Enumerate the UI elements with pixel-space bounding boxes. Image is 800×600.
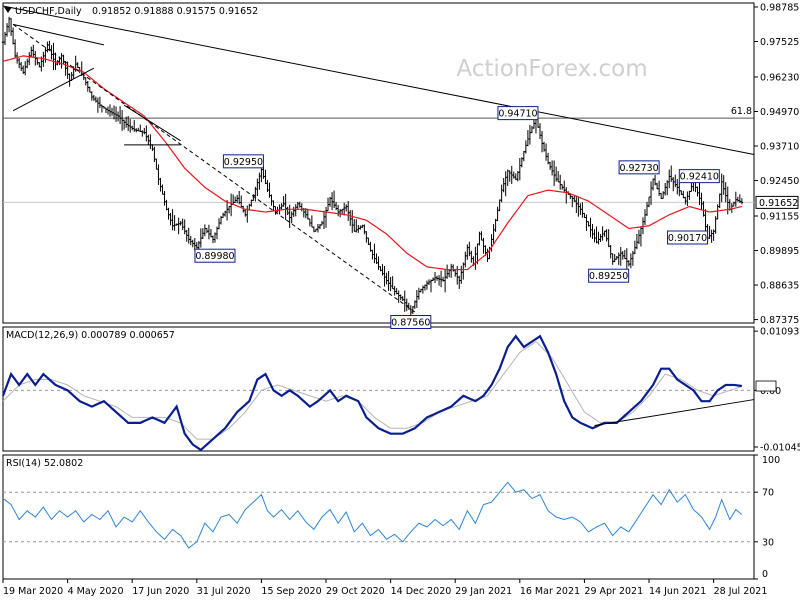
price-y-tick-label: 0.97525	[760, 37, 799, 48]
price-label-text: 0.89980	[195, 251, 234, 262]
header: USDCHF,Daily 0.91852 0.91888 0.91575 0.9…	[4, 6, 258, 17]
price-label: 0.92730	[618, 160, 660, 175]
current-price-tag: 0.91652	[755, 195, 799, 209]
x-axis: 19 Mar 2020 4 May 2020 17 Jun 2020 31 Jul 2…	[2, 579, 768, 597]
price-y-tick-label: 0.91155	[760, 212, 799, 223]
current-price-tag-text: 0.91652	[759, 198, 798, 209]
x-tick-label: 29 Jan 2021	[455, 586, 512, 597]
ohlc-values: 0.91852 0.91888 0.91575 0.91652	[92, 6, 258, 17]
fib-level-label: 61.8	[731, 106, 752, 117]
price-label: 0.89980	[194, 248, 236, 263]
price-label-box	[194, 248, 236, 263]
price-panel: 0.98785 0.97525 0.96230 0.94970 0.93710 0.924…	[1, 2, 799, 330]
price-y-tick-label: 0.87375	[760, 315, 799, 326]
x-tick-label: 14 Jun 2021	[649, 586, 706, 597]
price-y-tick-label: 0.98785	[760, 2, 799, 13]
trendline	[12, 23, 105, 46]
rsi-line	[2, 481, 743, 549]
rsi-panel-frame	[2, 454, 755, 580]
symbol-title: USDCHF,Daily	[15, 6, 82, 17]
moving-average-line	[2, 55, 743, 271]
price-label-box	[678, 169, 720, 184]
price-label: 0.87560	[390, 315, 432, 330]
x-tick-label: 16 Mar 2021	[520, 586, 580, 597]
trendline	[12, 67, 95, 112]
x-tick-label: 15 Sep 2020	[261, 586, 321, 597]
price-label-box	[588, 268, 630, 283]
x-tick-label: 19 Mar 2020	[3, 586, 63, 597]
trendline	[2, 5, 755, 155]
price-label-text: 0.90170	[668, 233, 707, 244]
macd-current-tag	[755, 380, 777, 392]
macd-title: MACD(12,26,9) 0.000789 0.000657	[6, 330, 175, 341]
panel-frames	[2, 2, 755, 580]
macd-panel: MACD(12,26,9) 0.000789 0.0006570.0109350…	[1, 327, 800, 453]
current-price-tag-box	[755, 195, 799, 209]
price-label-box	[667, 230, 709, 245]
price-label-text: 0.92950	[224, 157, 263, 168]
rsi-y-tick-label: 70	[762, 488, 774, 499]
x-tick-label: 4 May 2020	[68, 586, 124, 597]
rsi-title: RSI(14) 52.0802	[6, 458, 83, 469]
macd-y-tick-label: -0.010459	[760, 442, 800, 453]
price-y-tick-label: 0.89895	[760, 246, 799, 257]
price-label-text: 0.89250	[589, 271, 628, 282]
price-y-tick-label: 0.94970	[760, 107, 799, 118]
dropdown-arrow-icon[interactable]	[4, 7, 12, 13]
price-label-text: 0.92730	[619, 163, 658, 174]
price-y-tick-label: 0.92450	[760, 176, 799, 187]
rsi-y-tick-label: 0	[762, 569, 768, 580]
x-tick-label: 28 Jul 2021	[714, 586, 768, 597]
price-label: 0.92950	[222, 154, 264, 169]
price-label: 0.94710	[497, 106, 539, 121]
price-y-tick-label: 0.88635	[760, 281, 799, 292]
price-label-box	[222, 154, 264, 169]
macd-line	[1, 334, 743, 452]
x-tick-label: 14 Dec 2020	[391, 586, 452, 597]
macd-trendline	[594, 399, 755, 427]
price-label-text: 0.94710	[498, 109, 537, 120]
x-tick-label: 17 Jun 2020	[132, 586, 189, 597]
price-y-tick-label: 0.93710	[760, 142, 799, 153]
x-tick-label: 29 Apr 2021	[584, 586, 643, 597]
price-y-tick-label: 0.96230	[760, 72, 799, 83]
price-label-box	[390, 315, 432, 330]
trendline	[123, 104, 181, 142]
price-label-box	[497, 106, 539, 121]
price-label: 0.92410	[678, 169, 720, 184]
price-label-text: 0.92410	[680, 172, 719, 183]
x-tick-label: 29 Oct 2020	[326, 586, 385, 597]
trendline	[12, 23, 418, 314]
rsi-y-tick-label: 30	[762, 537, 774, 548]
price-label: 0.89250	[588, 268, 630, 283]
macd-panel-frame	[2, 326, 755, 452]
price-label: 0.90170	[667, 230, 709, 245]
price-panel-frame	[2, 2, 755, 324]
price-label-box	[618, 160, 660, 175]
rsi-panel: RSI(14) 52.0802 100 70 30 0	[2, 454, 780, 580]
x-tick-label: 31 Jul 2020	[197, 586, 251, 597]
rsi-y-tick-label: 100	[762, 455, 780, 466]
watermark: ActionForex.com	[456, 56, 647, 82]
price-label-text: 0.87560	[391, 318, 430, 329]
macd-y-tick-label: 0.010935	[760, 327, 800, 338]
